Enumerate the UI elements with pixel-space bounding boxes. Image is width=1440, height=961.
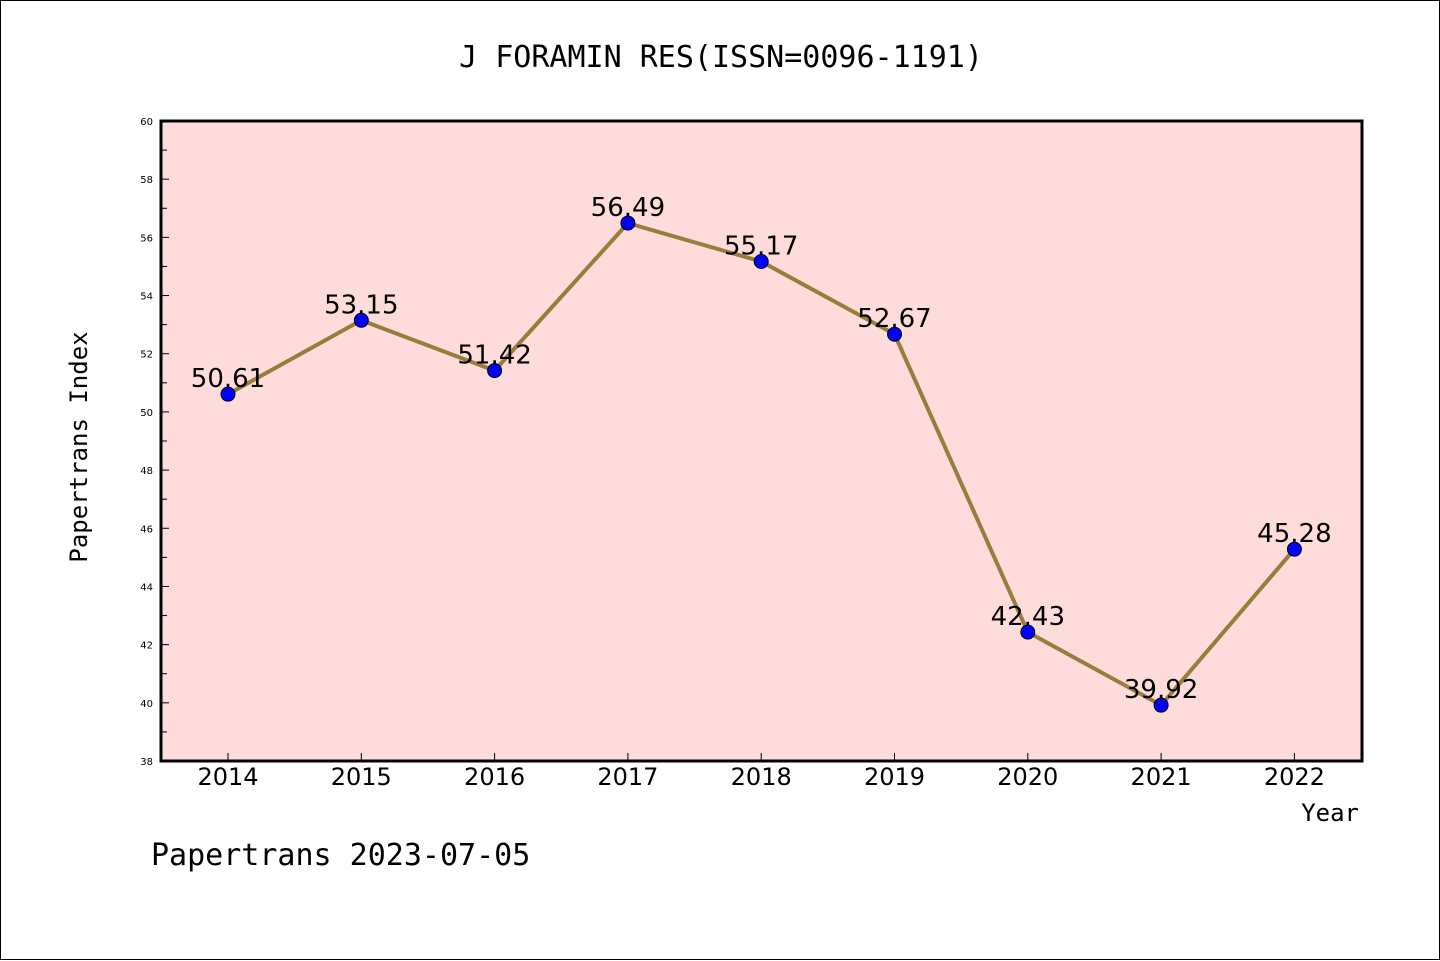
data-point-marker <box>220 386 236 402</box>
y-tick-label: 44 <box>140 582 153 593</box>
y-tick-label: 40 <box>140 699 153 710</box>
x-tick-label: 2022 <box>1264 763 1325 791</box>
data-labels: 50.61 53.15 51.42 56.49 55.17 52.67 42.43 39.92… <box>191 193 1332 705</box>
footer-text: Papertrans 2023-07-05 <box>151 838 530 873</box>
data-point-marker <box>887 326 902 342</box>
y-tick-label: 50 <box>140 408 153 419</box>
y-tick-label: 38 <box>140 757 153 768</box>
y-tick-label: 48 <box>140 466 153 477</box>
data-label: 52.67 <box>857 304 931 334</box>
plot-area <box>159 119 1364 763</box>
data-point-marker <box>353 312 369 328</box>
data-label: 50.61 <box>191 364 265 394</box>
x-tick-label: 2016 <box>464 763 525 791</box>
y-axis-title: Papertrans Index <box>65 331 93 562</box>
data-label: 51.42 <box>457 341 531 371</box>
x-tick-label: 2017 <box>597 763 658 791</box>
x-tick-label: 2015 <box>331 763 392 791</box>
y-axis: 38 40 42 44 46 48 50 52 54 56 58 60 <box>140 117 169 768</box>
data-label: 53.15 <box>324 290 398 320</box>
data-point-marker <box>1153 697 1169 713</box>
data-point-marker <box>753 254 769 270</box>
y-tick-label: 58 <box>140 175 153 186</box>
x-tick-label: 2018 <box>731 763 792 791</box>
y-tick-label: 60 <box>140 117 153 128</box>
x-tick-label: 2020 <box>997 763 1058 791</box>
chart-title: J FORAMIN RES(ISSN=0096-1191) <box>459 40 983 75</box>
data-label: 55.17 <box>724 232 798 262</box>
data-point-marker <box>487 363 503 379</box>
data-point-marker <box>620 215 636 231</box>
y-tick-label: 56 <box>140 233 153 244</box>
data-point-marker <box>1020 624 1036 640</box>
y-tick-label: 54 <box>140 292 153 303</box>
data-label: 42.43 <box>991 602 1065 632</box>
x-tick-label: 2019 <box>864 763 925 791</box>
data-label: 39.92 <box>1124 675 1198 705</box>
series-line <box>220 215 1302 713</box>
data-label: 56.49 <box>591 193 665 223</box>
data-label: 45.28 <box>1257 519 1331 549</box>
x-axis-title: Year <box>1301 799 1359 827</box>
x-tick-label: 2014 <box>197 763 258 791</box>
y-tick-label: 46 <box>140 524 153 535</box>
y-tick-label: 42 <box>140 641 153 652</box>
data-point-marker <box>1286 541 1302 557</box>
x-tick-label: 2021 <box>1131 763 1192 791</box>
x-axis: 2014 2015 2016 2017 2018 2019 2020 2021 2022 <box>197 753 1325 791</box>
y-tick-label: 52 <box>140 350 153 361</box>
